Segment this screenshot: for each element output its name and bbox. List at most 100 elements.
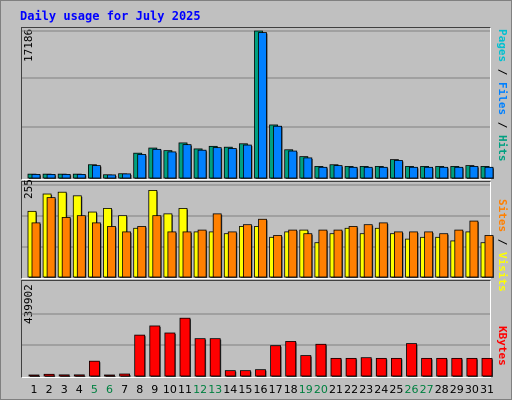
day-tick-label: 5 — [90, 383, 98, 396]
files-bar — [363, 166, 373, 179]
kbytes-bar — [300, 355, 312, 377]
files-bar — [393, 160, 403, 179]
day-tick-label: 23 — [359, 383, 374, 396]
kbytes-bar-shadow — [75, 375, 86, 377]
day-tick-label: 8 — [136, 383, 144, 396]
kbytes-bar — [28, 374, 40, 377]
sites-bar — [424, 231, 434, 278]
files-bar — [273, 125, 283, 179]
day-tick-label: 25 — [389, 383, 404, 396]
sites-bar — [258, 218, 267, 278]
files-bar — [288, 150, 298, 179]
files-bar — [152, 148, 162, 179]
kbytes-bar — [481, 357, 493, 377]
kbytes-bar — [345, 357, 357, 377]
day-tick-label: 28 — [434, 383, 449, 396]
sites-bar — [378, 222, 388, 278]
day-tick-label: 20 — [313, 383, 328, 396]
day-tick-label: 19 — [298, 383, 313, 396]
day-tick-label: 24 — [374, 383, 389, 396]
kbytes-bar — [179, 317, 191, 377]
sites-bar — [167, 231, 177, 278]
files-bar — [484, 166, 494, 179]
sites-bar — [137, 226, 147, 278]
files-bar — [469, 166, 479, 179]
sites-bar — [454, 229, 464, 278]
day-tick-label: 16 — [253, 383, 268, 396]
sites-bar — [76, 215, 86, 278]
kbytes-bar-shadow — [105, 376, 116, 377]
files-bar — [318, 166, 328, 179]
day-tick-label: 1 — [30, 383, 38, 396]
sites-bar — [152, 215, 162, 278]
files-bar — [107, 174, 116, 179]
day-tick-label: 11 — [178, 383, 192, 396]
kbytes-bar — [421, 357, 433, 377]
day-tick-label: 22 — [344, 383, 359, 396]
files-bar — [227, 148, 237, 179]
sites-bar — [288, 229, 298, 278]
sites-bar — [363, 224, 373, 278]
files-bar — [137, 154, 147, 179]
files-bar — [212, 147, 222, 179]
sites-bar — [61, 217, 71, 278]
sites-bar — [122, 231, 131, 278]
kbytes-bar — [119, 373, 130, 377]
kbytes-bar — [451, 357, 463, 377]
sites-bar — [197, 229, 207, 278]
kbytes-bar — [390, 357, 402, 377]
files-bar — [258, 32, 267, 179]
kbytes-bar — [104, 374, 115, 377]
kbytes-bar — [466, 357, 478, 377]
sites-bar — [242, 224, 252, 278]
sites-bar — [333, 229, 343, 278]
day-tick-label: 14 — [223, 383, 238, 396]
day-tick-label: 30 — [464, 383, 479, 396]
kbytes-bar — [134, 334, 146, 377]
kbytes-bar — [406, 343, 417, 377]
files-bar — [182, 144, 192, 179]
kbytes-bar — [73, 374, 85, 377]
files-bar — [242, 144, 252, 179]
sites-bar — [107, 226, 116, 278]
kbytes-bar — [224, 370, 236, 377]
day-tick-label: 3 — [60, 383, 68, 396]
files-bar — [122, 173, 131, 179]
files-bar — [61, 174, 71, 179]
files-bar — [333, 165, 343, 179]
kbytes-bar — [164, 332, 176, 377]
kbytes-bar — [255, 369, 266, 377]
files-bar — [46, 174, 56, 179]
day-tick-label: 4 — [75, 383, 83, 396]
kbytes-bar-shadow — [30, 376, 40, 377]
day-tick-label: 10 — [162, 383, 177, 396]
day-tick-label: 7 — [121, 383, 129, 396]
kbytes-bar — [375, 357, 387, 377]
day-tick-label: 2 — [45, 383, 53, 396]
files-bar — [439, 166, 449, 179]
files-bar — [167, 151, 177, 179]
day-tick-label: 17 — [268, 383, 283, 396]
kbytes-bar — [209, 338, 221, 377]
kbytes-bar — [285, 341, 297, 377]
sites-bar — [31, 222, 41, 278]
sites-bar — [227, 231, 237, 278]
sites-bar — [303, 233, 313, 278]
kbytes-bar — [360, 357, 372, 377]
files-bar — [92, 165, 101, 179]
day-tick-label: 21 — [329, 383, 343, 396]
kbytes-bar — [89, 360, 100, 377]
sites-bar — [182, 231, 192, 278]
day-tick-label: 12 — [193, 383, 208, 396]
files-bar — [348, 166, 358, 179]
sites-bar — [469, 220, 479, 278]
sites-bar — [92, 222, 101, 278]
kbytes-bar — [330, 357, 342, 377]
files-bar — [31, 174, 41, 179]
sites-bar — [409, 231, 418, 278]
files-bar — [76, 174, 86, 179]
files-bar — [303, 157, 313, 179]
sites-bar — [318, 229, 328, 278]
